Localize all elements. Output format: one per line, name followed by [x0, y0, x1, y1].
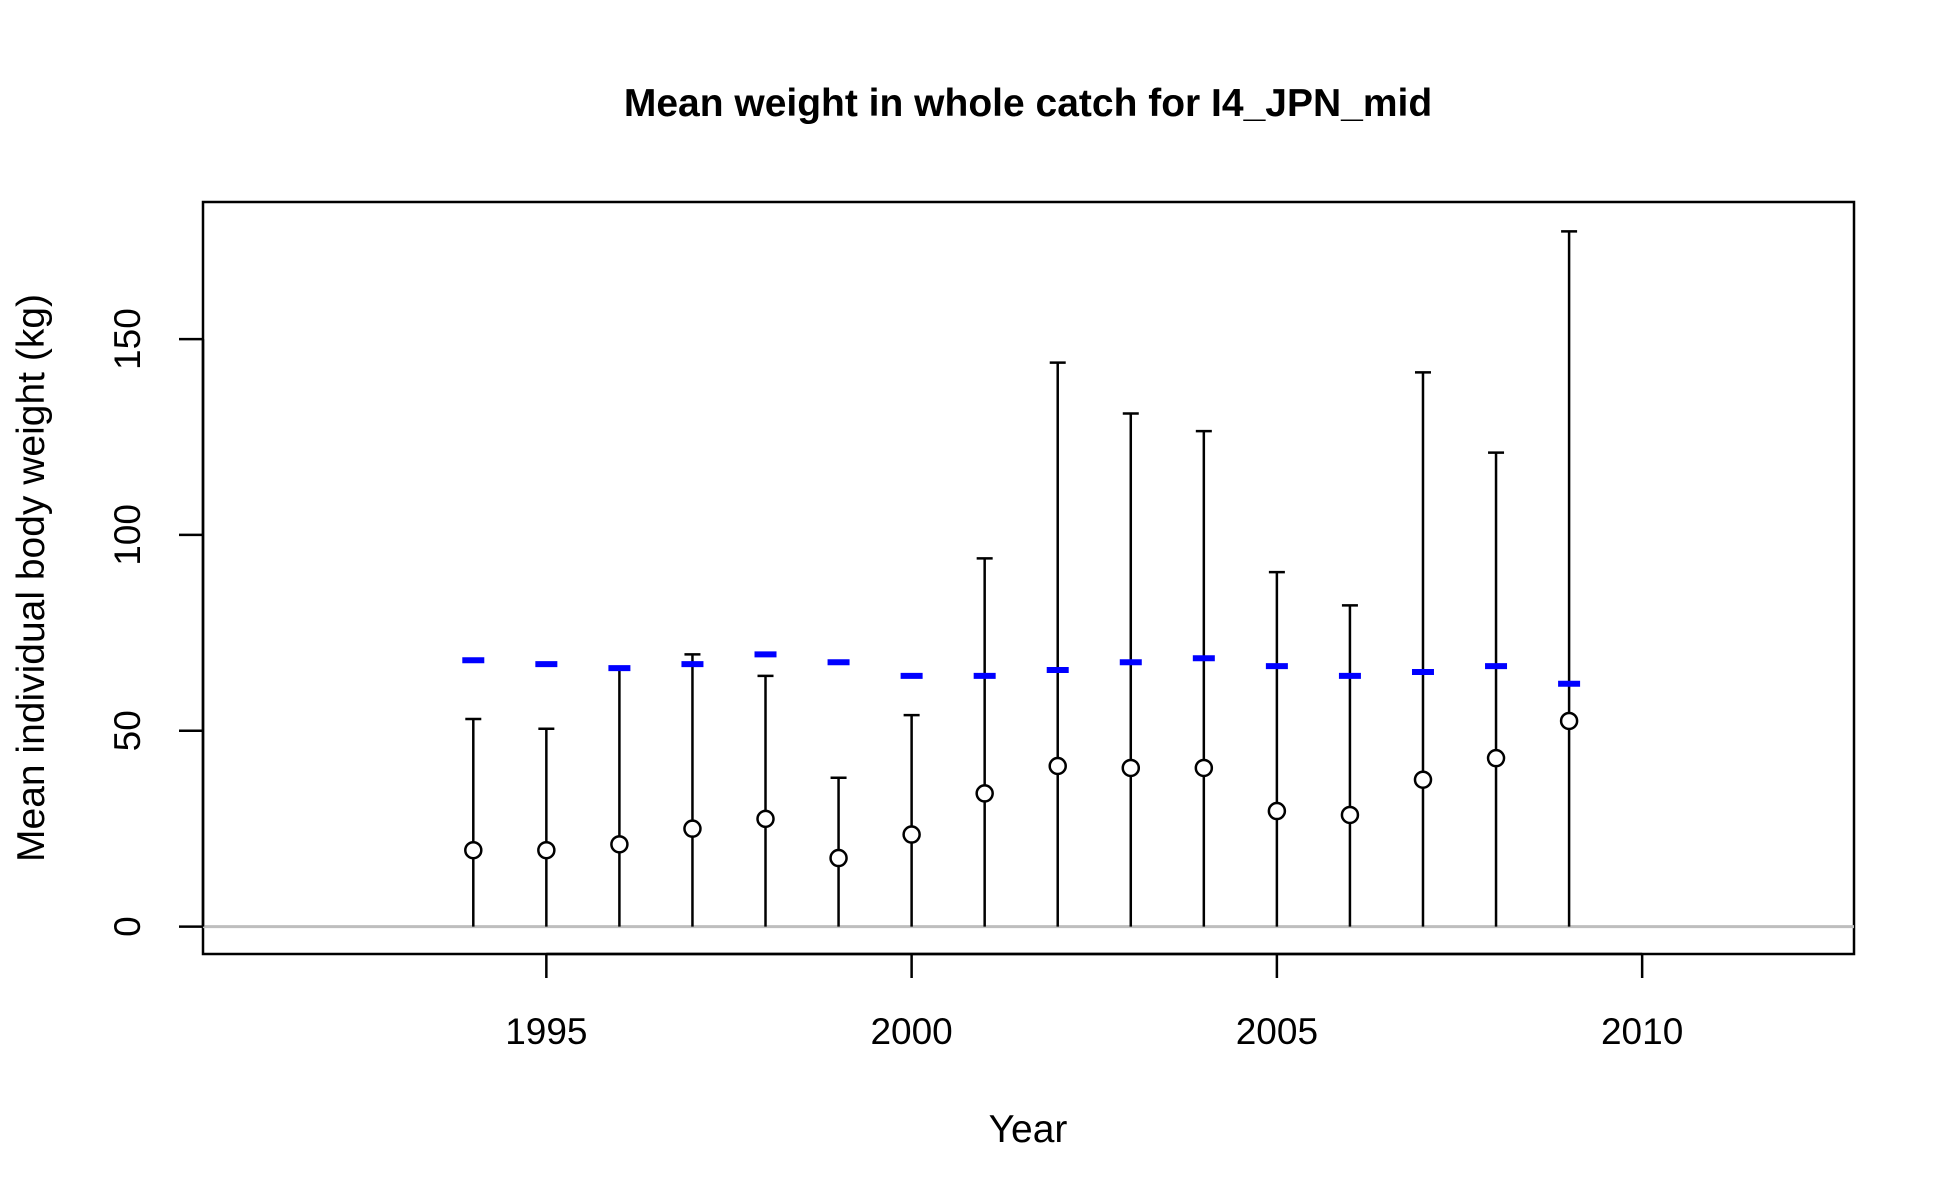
observed-point	[1559, 711, 1579, 731]
y-tick-label: 0	[107, 916, 148, 937]
observed-points	[464, 711, 1579, 868]
observed-point	[1194, 758, 1214, 778]
observed-point	[829, 848, 848, 868]
observed-point	[975, 784, 994, 803]
x-tick-label: 2010	[1601, 1011, 1683, 1052]
observed-point	[902, 825, 921, 844]
y-axis-label: Mean individual body weight (kg)	[10, 294, 53, 862]
observed-point	[1048, 756, 1067, 776]
observed-point	[464, 840, 483, 860]
observed-point	[756, 809, 775, 829]
observed-point	[1267, 801, 1287, 821]
x-axis-label: Year	[989, 1108, 1068, 1151]
y-axis: 0 50 100 150	[107, 308, 205, 937]
x-axis: 1995 2000 2005 2010	[505, 952, 1683, 1052]
x-tick-label: 2000	[870, 1011, 952, 1052]
y-tick-label: 50	[107, 710, 148, 751]
y-tick-label: 100	[107, 504, 148, 566]
expected-marks	[462, 651, 1581, 687]
observed-point	[683, 819, 702, 838]
chart-title: Mean weight in whole catch for I4_JPN_mi…	[624, 82, 1432, 125]
observed-point	[1121, 758, 1141, 778]
x-tick-label: 2005	[1236, 1011, 1318, 1052]
observed-point	[537, 840, 556, 860]
observed-point	[1340, 805, 1360, 825]
error-bars	[465, 230, 1578, 927]
y-tick-label: 150	[107, 308, 148, 370]
x-tick-label: 1995	[505, 1011, 587, 1052]
observed-point	[1413, 770, 1433, 789]
plot-frame	[201, 200, 1856, 956]
observed-point	[610, 835, 629, 854]
observed-point	[1486, 748, 1506, 768]
